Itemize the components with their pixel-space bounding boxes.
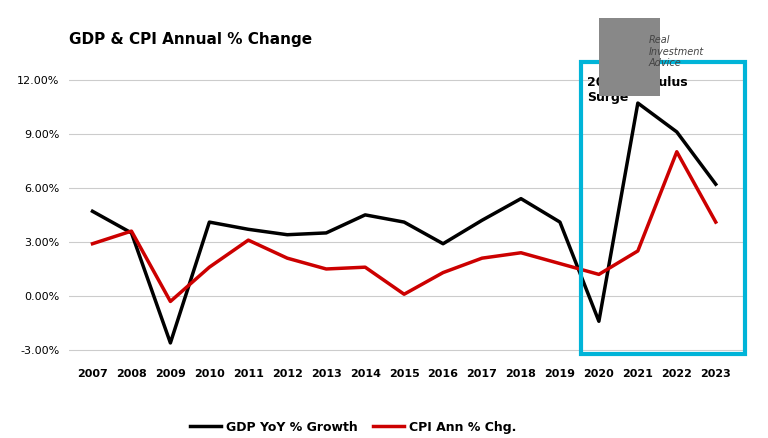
Legend: GDP YoY % Growth, CPI Ann % Chg.: GDP YoY % Growth, CPI Ann % Chg. [184, 416, 521, 438]
Text: Real
Investment
Advice: Real Investment Advice [649, 35, 704, 68]
Text: GDP & CPI Annual % Change: GDP & CPI Annual % Change [69, 32, 313, 47]
Bar [581, 62, 745, 354]
Text: 2020 Stimulus
Surge: 2020 Stimulus Surge [588, 76, 688, 104]
